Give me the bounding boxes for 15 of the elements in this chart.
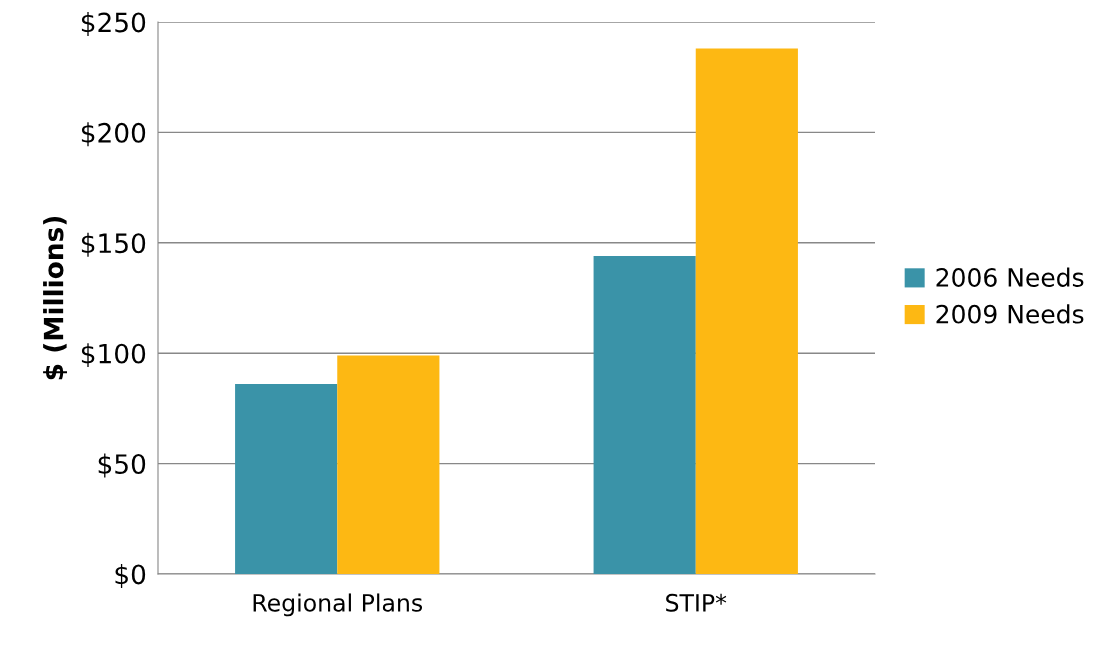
bar	[337, 355, 440, 574]
x-tick-label: STIP*	[666, 593, 727, 612]
y-tick-label: $0	[115, 563, 146, 588]
y-tick-label: $50	[98, 453, 146, 478]
legend-label: 2006 Needs	[936, 267, 1084, 287]
y-tick-label: $250	[81, 11, 146, 36]
y-tick-label: $150	[81, 232, 146, 257]
bar	[695, 48, 798, 574]
legend-label: 2009 Needs	[936, 304, 1084, 324]
y-tick-label: $200	[81, 122, 146, 147]
y-axis-title: $ (Millions)	[43, 216, 68, 380]
x-tick-label: Regional Plans	[253, 593, 423, 617]
bar	[235, 384, 338, 574]
bar	[593, 256, 696, 574]
y-tick-label: $100	[81, 343, 146, 368]
